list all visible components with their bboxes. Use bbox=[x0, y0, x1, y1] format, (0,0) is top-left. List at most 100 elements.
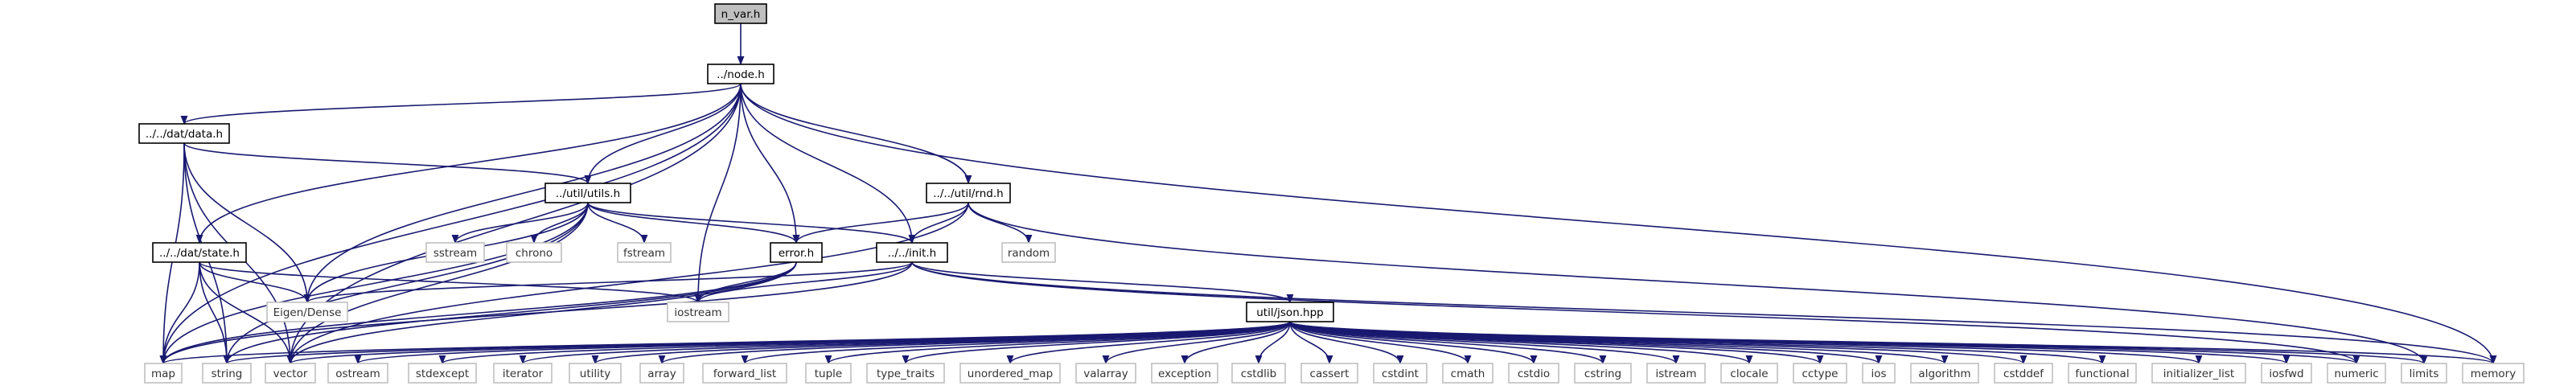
node-cstdint[interactable]: cstdint bbox=[1374, 363, 1427, 383]
node-label: type_traits bbox=[877, 367, 935, 380]
node-label: ../../util/rnd.h bbox=[933, 187, 1003, 200]
node-label: numeric bbox=[2334, 367, 2378, 380]
edge-node-h-to-data-h bbox=[184, 84, 741, 124]
node-label: cassert bbox=[1310, 367, 1350, 380]
node-label: fstream bbox=[623, 247, 665, 260]
node-cassert[interactable]: cassert bbox=[1301, 363, 1358, 383]
node-label: memory bbox=[2471, 367, 2516, 380]
node-clocale[interactable]: clocale bbox=[1721, 363, 1777, 383]
node-node-h[interactable]: ../node.h bbox=[708, 64, 774, 84]
edge-data-h-to-utils-h bbox=[184, 143, 588, 183]
node-cstdlib[interactable]: cstdlib bbox=[1232, 363, 1285, 383]
node-label: stdexcept bbox=[416, 367, 469, 380]
node-label: map bbox=[151, 367, 175, 380]
node-sstream[interactable]: sstream bbox=[426, 243, 484, 262]
node-label: ../node.h bbox=[717, 68, 765, 81]
node-label: utility bbox=[580, 367, 610, 380]
node-array[interactable]: array bbox=[640, 363, 684, 383]
node-error-h[interactable]: error.h bbox=[770, 243, 822, 262]
node-map[interactable]: map bbox=[145, 363, 182, 383]
node-label: algorithm bbox=[1918, 367, 1970, 380]
node-forward-list[interactable]: forward_list bbox=[703, 363, 787, 383]
node-label: cstdlib bbox=[1241, 367, 1276, 380]
node-rnd-h[interactable]: ../../util/rnd.h bbox=[926, 183, 1010, 203]
node-n-var-h[interactable]: n_var.h bbox=[715, 4, 766, 23]
node-label: cctype bbox=[1802, 367, 1838, 380]
node-vector[interactable]: vector bbox=[265, 363, 315, 383]
node-utils-h[interactable]: ../util/utils.h bbox=[545, 183, 631, 203]
node-cstring[interactable]: cstring bbox=[1575, 363, 1631, 383]
node-label: ios bbox=[1871, 367, 1886, 380]
node-label: unordered_map bbox=[968, 367, 1053, 380]
node-type-traits[interactable]: type_traits bbox=[867, 363, 944, 383]
node-label: istream bbox=[1655, 367, 1696, 380]
node-istream[interactable]: istream bbox=[1647, 363, 1705, 383]
header-nodes: n_var.h ../node.h ../../dat/data.h ../ut… bbox=[139, 4, 2524, 383]
node-label: cstddef bbox=[2003, 367, 2044, 380]
node-label: iterator bbox=[503, 367, 544, 380]
edge-rnd-h-to-error-h bbox=[796, 203, 968, 243]
edge-json-hpp-to-iterator bbox=[523, 322, 1290, 363]
node-state-h[interactable]: ../../dat/state.h bbox=[153, 243, 246, 262]
node-data-h[interactable]: ../../dat/data.h bbox=[139, 124, 229, 143]
edge-node-h-to-eigen-dense bbox=[307, 84, 741, 302]
node-ios[interactable]: ios bbox=[1863, 363, 1895, 383]
node-label: tuple bbox=[815, 367, 842, 380]
edge-json-hpp-to-initializer-list bbox=[1290, 322, 2199, 363]
node-eigen-dense[interactable]: Eigen/Dense bbox=[267, 302, 347, 322]
edge-utils-h-to-error-h bbox=[588, 203, 796, 243]
node-iostream[interactable]: iostream bbox=[668, 302, 729, 322]
node-functional[interactable]: functional bbox=[2069, 363, 2136, 383]
node-cmath[interactable]: cmath bbox=[1443, 363, 1493, 383]
node-label: forward_list bbox=[713, 367, 776, 380]
node-label: chrono bbox=[516, 247, 553, 260]
edge-rnd-h-to-random bbox=[968, 203, 1029, 243]
node-label: limits bbox=[2410, 367, 2439, 380]
node-valarray[interactable]: valarray bbox=[1076, 363, 1136, 383]
edge-node-h-to-init-h bbox=[741, 84, 912, 243]
node-label: string bbox=[212, 367, 243, 380]
node-iterator[interactable]: iterator bbox=[494, 363, 552, 383]
node-label: cstdio bbox=[1518, 367, 1550, 380]
edge-json-hpp-to-stdexcept bbox=[442, 322, 1290, 363]
edge-init-h-to-eigen-dense bbox=[307, 262, 912, 302]
node-tuple[interactable]: tuple bbox=[806, 363, 851, 383]
node-cstddef[interactable]: cstddef bbox=[1995, 363, 2052, 383]
node-algorithm[interactable]: algorithm bbox=[1911, 363, 1978, 383]
node-label: valarray bbox=[1083, 367, 1128, 380]
node-label: sstream bbox=[433, 247, 477, 260]
node-label: functional bbox=[2075, 367, 2129, 380]
node-unordered-map[interactable]: unordered_map bbox=[960, 363, 1060, 383]
edge-node-h-to-rnd-h bbox=[741, 84, 968, 183]
edge-node-h-to-error-h bbox=[741, 84, 796, 243]
node-fstream[interactable]: fstream bbox=[618, 243, 671, 262]
node-string[interactable]: string bbox=[203, 363, 251, 383]
edge-utils-h-to-init-h bbox=[588, 203, 912, 243]
node-random[interactable]: random bbox=[1002, 243, 1055, 262]
node-label: ostream bbox=[335, 367, 380, 380]
node-exception[interactable]: exception bbox=[1152, 363, 1218, 383]
node-ostream[interactable]: ostream bbox=[328, 363, 388, 383]
node-cctype[interactable]: cctype bbox=[1793, 363, 1847, 383]
node-label: util/json.hpp bbox=[1256, 306, 1324, 319]
node-utility[interactable]: utility bbox=[569, 363, 621, 383]
node-numeric[interactable]: numeric bbox=[2327, 363, 2385, 383]
node-iosfwd[interactable]: iosfwd bbox=[2262, 363, 2311, 383]
node-label: iosfwd bbox=[2269, 367, 2303, 380]
node-memory[interactable]: memory bbox=[2463, 363, 2524, 383]
node-cstdio[interactable]: cstdio bbox=[1509, 363, 1559, 383]
edge-json-hpp-to-vector bbox=[290, 322, 1290, 363]
node-label: cmath bbox=[1451, 367, 1485, 380]
node-json-hpp[interactable]: util/json.hpp bbox=[1247, 302, 1333, 322]
node-label: ../util/utils.h bbox=[556, 187, 620, 200]
node-stdexcept[interactable]: stdexcept bbox=[409, 363, 476, 383]
node-label: ../../dat/state.h bbox=[159, 247, 240, 260]
node-init-h[interactable]: ../../init.h bbox=[877, 243, 947, 262]
edge-rnd-h-to-init-h bbox=[912, 203, 968, 243]
node-limits[interactable]: limits bbox=[2401, 363, 2447, 383]
node-label: exception bbox=[1158, 367, 1211, 380]
node-label: error.h bbox=[779, 247, 814, 260]
node-chrono[interactable]: chrono bbox=[507, 243, 561, 262]
node-initializer-list[interactable]: initializer_list bbox=[2152, 363, 2245, 383]
